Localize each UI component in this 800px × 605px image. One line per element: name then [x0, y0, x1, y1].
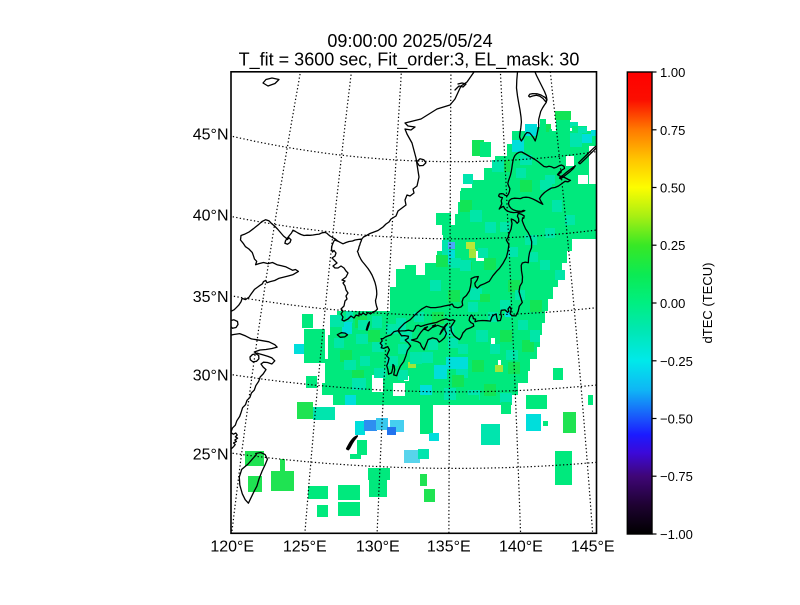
svg-text:0.50: 0.50 [660, 181, 685, 196]
svg-text:09:00:00 2025/05/24: 09:00:00 2025/05/24 [327, 31, 492, 51]
svg-text:1.00: 1.00 [660, 65, 685, 80]
svg-text:T_fit = 3600 sec, Fit_order:3,: T_fit = 3600 sec, Fit_order:3, EL_mask: … [239, 49, 580, 70]
svg-text:−0.50: −0.50 [660, 412, 693, 427]
svg-text:135°E: 135°E [427, 539, 471, 556]
svg-text:40°N: 40°N [193, 207, 229, 224]
svg-text:45°N: 45°N [193, 127, 229, 144]
svg-text:−0.25: −0.25 [660, 354, 693, 369]
svg-text:30°N: 30°N [193, 368, 229, 385]
svg-text:145°E: 145°E [571, 539, 615, 556]
svg-text:25°N: 25°N [193, 447, 229, 464]
svg-text:125°E: 125°E [283, 539, 327, 556]
svg-text:dTEC (TECU): dTEC (TECU) [700, 263, 715, 344]
svg-text:−0.75: −0.75 [660, 469, 693, 484]
svg-text:−1.00: −1.00 [660, 527, 693, 542]
svg-text:130°E: 130°E [356, 539, 400, 556]
svg-text:120°E: 120°E [210, 539, 254, 556]
svg-text:0.25: 0.25 [660, 238, 685, 253]
svg-text:35°N: 35°N [193, 289, 229, 306]
svg-text:0.00: 0.00 [660, 296, 685, 311]
svg-text:140°E: 140°E [499, 539, 543, 556]
svg-text:0.75: 0.75 [660, 123, 685, 138]
